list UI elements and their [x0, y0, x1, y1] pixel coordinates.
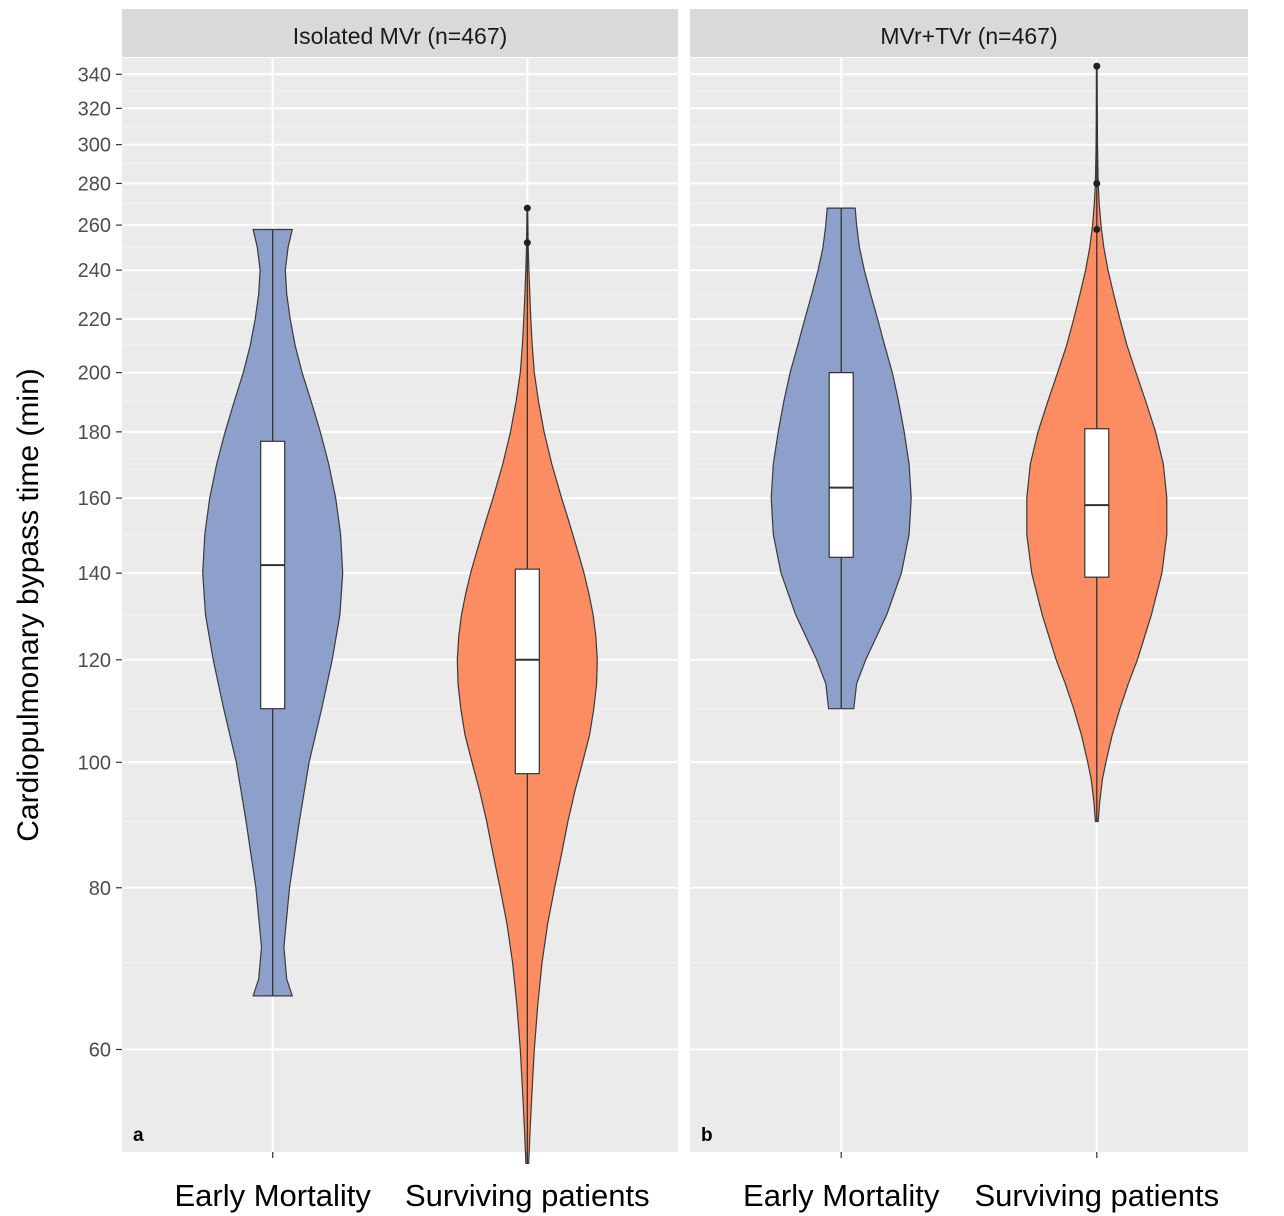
- box: [514, 568, 540, 775]
- box: [260, 440, 286, 710]
- facet-strip-label: MVr+TVr (n=467): [880, 23, 1057, 49]
- x-tick-label: Early Mortality: [743, 1178, 940, 1213]
- outlier-point: [1093, 225, 1101, 233]
- y-tick-label: 280: [78, 173, 111, 195]
- y-axis-title: Cardiopulmonary bypass time (min): [12, 368, 45, 842]
- panels: Isolated MVr (n=467) Early Mortality Survi…: [122, 9, 1248, 1213]
- y-tick-label: 240: [78, 260, 111, 282]
- facet-strip: [122, 9, 678, 57]
- y-tick-label: 260: [78, 215, 111, 237]
- y-tick-label: 60: [89, 1039, 111, 1061]
- outlier-point: [1093, 179, 1101, 187]
- panel-tag: b: [701, 1125, 713, 1146]
- panel-b: MVr+TVr (n=467) Early Mortality Surviving …: [690, 9, 1248, 1213]
- violin-group: Surviving patients: [974, 62, 1219, 1213]
- outlier-point: [523, 204, 531, 212]
- x-tick-label: Surviving patients: [974, 1178, 1219, 1213]
- panel-a: Isolated MVr (n=467) Early Mortality Survi…: [122, 9, 678, 1213]
- facet-strip-label: Isolated MVr (n=467): [293, 23, 508, 49]
- plot-background: [690, 58, 1248, 1152]
- box: [1084, 428, 1110, 578]
- y-tick-label: 100: [78, 752, 111, 774]
- y-tick-label: 160: [78, 488, 111, 510]
- panel-tag: a: [133, 1125, 144, 1146]
- violin-group: Early Mortality: [743, 207, 940, 1213]
- outlier-point: [523, 239, 531, 247]
- outlier-point: [1093, 62, 1101, 70]
- y-tick-label: 80: [89, 878, 111, 900]
- violin-group: Surviving patients: [405, 204, 650, 1213]
- y-tick-label: 200: [78, 363, 111, 385]
- x-tick-label: Early Mortality: [174, 1178, 371, 1213]
- y-tick-label: 340: [78, 64, 111, 86]
- y-tick-label: 320: [78, 98, 111, 120]
- y-tick-label: 300: [78, 135, 111, 157]
- y-tick-label: 180: [78, 422, 111, 444]
- y-axis: 60 80 100 120 140 160 180 200 220 240 260 280 300 320…: [78, 64, 122, 1061]
- y-tick-label: 220: [78, 309, 111, 331]
- y-tick-label: 120: [78, 650, 111, 672]
- y-tick-label: 140: [78, 563, 111, 585]
- facet-strip: [690, 9, 1248, 57]
- box: [828, 372, 854, 558]
- x-tick-label: Surviving patients: [405, 1178, 650, 1213]
- violin-group: Early Mortality: [174, 228, 371, 1213]
